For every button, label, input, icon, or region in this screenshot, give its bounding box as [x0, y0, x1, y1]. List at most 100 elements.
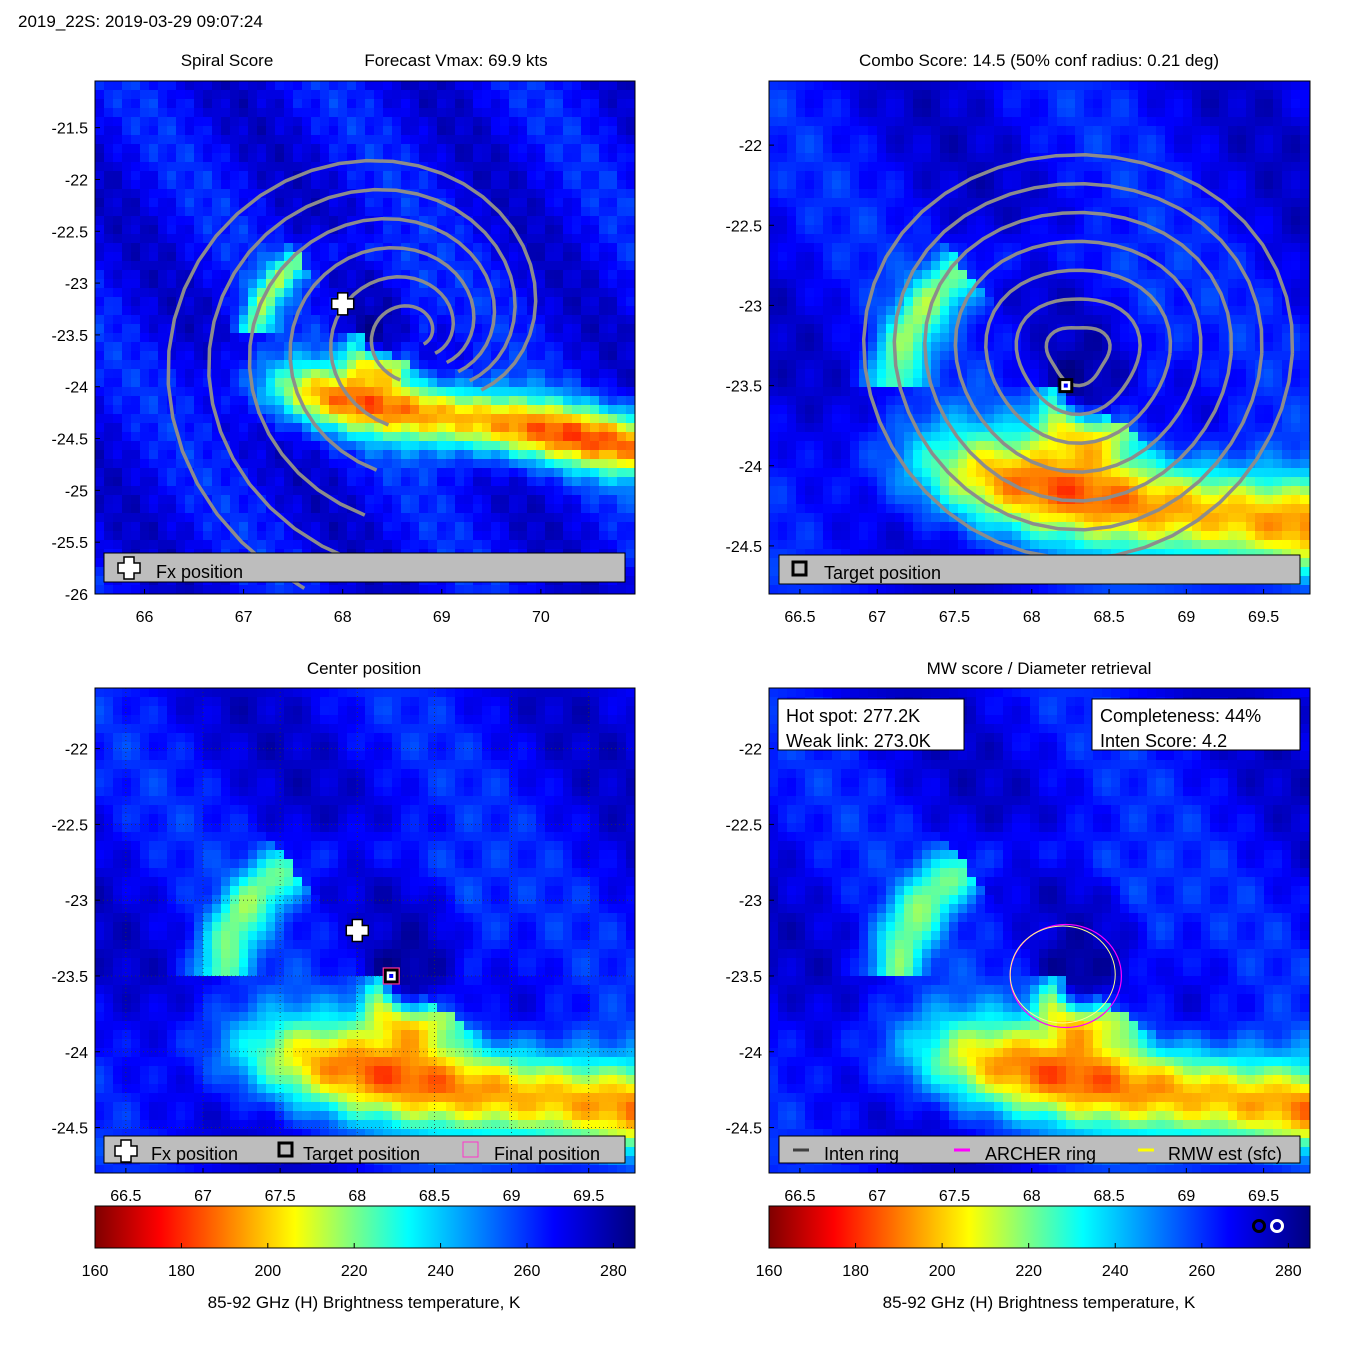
heatmap-cell [347, 432, 357, 442]
heatmap-cell [500, 495, 510, 505]
heatmap-cell [239, 207, 249, 217]
heatmap-cell [221, 531, 231, 541]
heatmap-cell [158, 135, 168, 145]
heatmap-cell [176, 171, 186, 181]
heatmap-cell [823, 216, 833, 226]
heatmap-cell [482, 351, 492, 361]
heatmap-cell [554, 513, 564, 523]
heatmap-cell [158, 234, 168, 244]
heatmap-cell [832, 288, 842, 298]
heatmap-cell [140, 252, 150, 262]
heatmap-cell [599, 387, 609, 397]
heatmap-cell [176, 135, 186, 145]
heatmap-cell [248, 126, 258, 136]
heatmap-cell [1174, 153, 1184, 163]
heatmap-cell [446, 270, 456, 280]
heatmap-cell [536, 369, 546, 379]
heatmap-cell [940, 153, 950, 163]
heatmap-cell [994, 198, 1004, 208]
heatmap-cell [1084, 252, 1094, 262]
heatmap-cell [401, 252, 411, 262]
heatmap-cell [293, 504, 303, 514]
heatmap-cell [1237, 144, 1247, 154]
heatmap-cell [320, 252, 330, 262]
heatmap-cell [284, 477, 294, 487]
heatmap-cell [176, 540, 186, 550]
heatmap-cell [356, 279, 366, 289]
heatmap-cell [904, 99, 914, 109]
heatmap-cell [113, 378, 123, 388]
heatmap-cell [275, 405, 285, 415]
heatmap-cell [356, 288, 366, 298]
heatmap-cell [347, 81, 357, 91]
heatmap-cell [392, 342, 402, 352]
heatmap-cell [131, 360, 141, 370]
heatmap-cell [167, 135, 177, 145]
heatmap-cell [464, 486, 474, 496]
heatmap-cell [104, 99, 114, 109]
heatmap-cell [518, 117, 528, 127]
heatmap-cell [275, 225, 285, 235]
heatmap-cell [194, 315, 204, 325]
heatmap-cell [1075, 234, 1085, 244]
heatmap-cell [230, 405, 240, 415]
heatmap-cell [338, 243, 348, 253]
heatmap-cell [536, 135, 546, 145]
heatmap-cell [428, 99, 438, 109]
heatmap-cell [518, 360, 528, 370]
heatmap-cell [266, 378, 276, 388]
heatmap-cell [203, 99, 213, 109]
heatmap-cell [581, 279, 591, 289]
heatmap-cell [212, 153, 222, 163]
heatmap-cell [1228, 189, 1238, 199]
heatmap-cell [599, 117, 609, 127]
heatmap-cell [868, 180, 878, 190]
heatmap-cell [131, 405, 141, 415]
heatmap-cell [482, 378, 492, 388]
heatmap-cell [626, 144, 636, 154]
heatmap-cell [212, 324, 222, 334]
heatmap-cell [545, 288, 555, 298]
heatmap-cell [410, 378, 420, 388]
heatmap-cell [877, 216, 887, 226]
heatmap-cell [1147, 153, 1157, 163]
heatmap-cell [985, 153, 995, 163]
heatmap-cell [536, 378, 546, 388]
heatmap-cell [257, 405, 267, 415]
heatmap-cell [590, 243, 600, 253]
contour-line [207, 187, 517, 562]
heatmap-cell [311, 207, 321, 217]
heatmap-cell [536, 495, 546, 505]
heatmap-cell [940, 297, 950, 307]
heatmap-cell [1102, 234, 1112, 244]
heatmap-cell [311, 486, 321, 496]
heatmap-cell [1246, 81, 1256, 91]
heatmap-cell [239, 135, 249, 145]
heatmap-cell [374, 306, 384, 316]
heatmap-cell [841, 81, 851, 91]
heatmap-cell [1174, 90, 1184, 100]
heatmap-cell [401, 495, 411, 505]
heatmap-cell [608, 90, 618, 100]
heatmap-cell [563, 270, 573, 280]
heatmap-cell [347, 135, 357, 145]
heatmap-cell [158, 513, 168, 523]
heatmap-cell [302, 585, 312, 595]
heatmap-cell [994, 153, 1004, 163]
heatmap-cell [104, 252, 114, 262]
heatmap-cell [554, 144, 564, 154]
heatmap-cell [401, 225, 411, 235]
heatmap-cell [1147, 207, 1157, 217]
heatmap-cell [814, 117, 824, 127]
heatmap-cell [311, 189, 321, 199]
heatmap-cell [590, 81, 600, 91]
heatmap-cell [1003, 81, 1013, 91]
heatmap-cell [599, 441, 609, 451]
heatmap-cell [365, 252, 375, 262]
heatmap-cell [509, 234, 519, 244]
heatmap-cell [482, 189, 492, 199]
heatmap-cell [886, 117, 896, 127]
heatmap-cell [967, 189, 977, 199]
heatmap-cell [1048, 252, 1058, 262]
heatmap-cell [167, 531, 177, 541]
